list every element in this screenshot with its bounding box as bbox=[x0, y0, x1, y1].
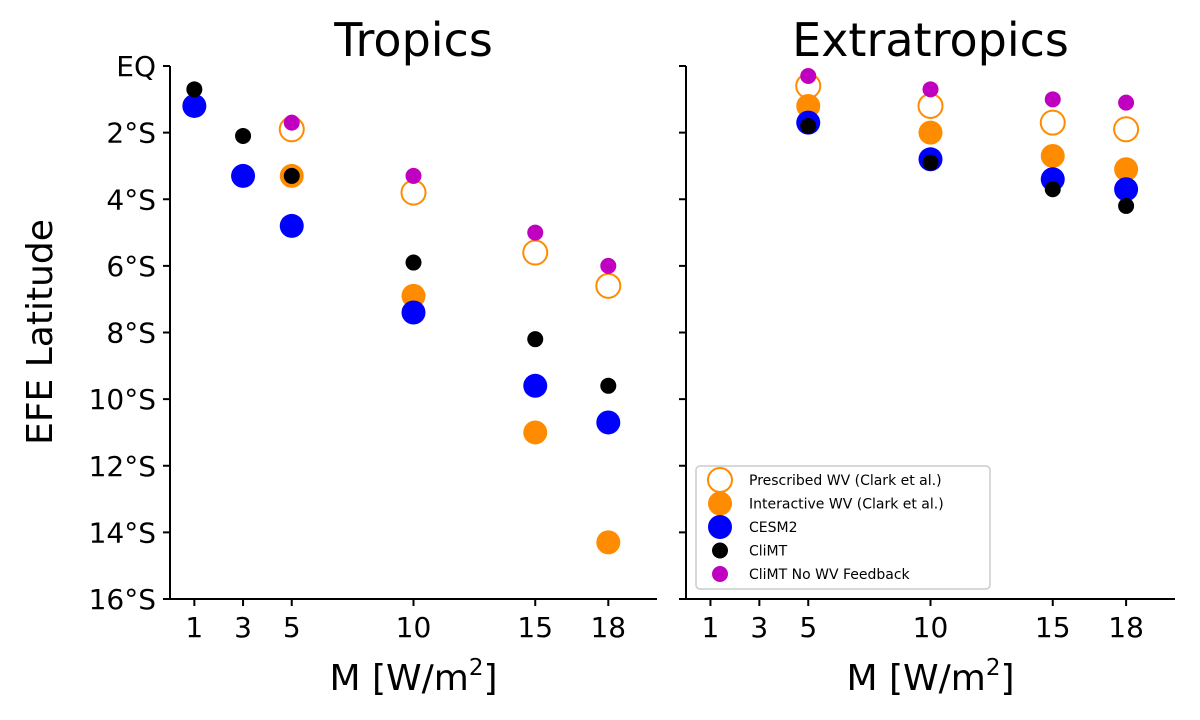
x-tick-label: 15 bbox=[517, 611, 553, 644]
legend-marker-prescribed bbox=[707, 467, 733, 493]
legend-label-interactive: Interactive WV (Clark et al.) bbox=[749, 497, 944, 513]
data-point-cesm2 bbox=[401, 300, 426, 325]
data-point-climt bbox=[1118, 197, 1135, 214]
legend-marker-interactive bbox=[708, 491, 732, 516]
data-point-climt_nowv bbox=[800, 67, 817, 84]
legend-marker-climt_nowv bbox=[712, 566, 728, 582]
x-tick-label: 5 bbox=[799, 611, 817, 644]
data-point-prescribed bbox=[595, 272, 622, 299]
x-tick-label: 1 bbox=[185, 611, 203, 644]
data-point-interactive bbox=[523, 420, 548, 445]
data-point-prescribed bbox=[1039, 109, 1066, 136]
data-point-interactive bbox=[796, 93, 821, 118]
data-point-climt_nowv bbox=[405, 167, 422, 184]
data-point-prescribed bbox=[917, 92, 944, 119]
x-tick-label: 15 bbox=[1035, 611, 1071, 644]
x-tick-label: 18 bbox=[590, 611, 626, 644]
data-point-cesm2 bbox=[231, 163, 256, 188]
data-point-interactive bbox=[596, 530, 621, 555]
x-tick-label: 10 bbox=[396, 611, 432, 644]
data-point-climt_nowv bbox=[527, 224, 544, 241]
x-tick-label: 3 bbox=[750, 611, 768, 644]
data-point-prescribed bbox=[400, 179, 427, 206]
x-tick-label: 3 bbox=[234, 611, 252, 644]
data-point-climt bbox=[527, 331, 544, 348]
data-point-cesm2 bbox=[1114, 177, 1139, 202]
data-point-climt bbox=[405, 254, 422, 271]
data-point-interactive bbox=[918, 120, 943, 145]
y-tick-label: EQ bbox=[116, 50, 156, 83]
y-tick-label: 12°S bbox=[89, 450, 156, 483]
y-tick-label: 16°S bbox=[89, 583, 156, 616]
x-axis-label: M [W/m2] bbox=[846, 655, 1014, 699]
data-point-climt bbox=[1044, 181, 1061, 198]
y-tick-label: 8°S bbox=[106, 317, 156, 350]
data-point-climt bbox=[922, 154, 939, 171]
data-point-climt bbox=[800, 117, 817, 134]
data-point-climt_nowv bbox=[922, 81, 939, 98]
data-point-climt_nowv bbox=[600, 257, 617, 274]
data-point-prescribed bbox=[1113, 116, 1140, 143]
data-point-interactive bbox=[1040, 143, 1065, 168]
legend-label-prescribed: Prescribed WV (Clark et al.) bbox=[749, 473, 942, 489]
x-tick-label: 1 bbox=[702, 611, 720, 644]
y-tick-label: 10°S bbox=[89, 383, 156, 416]
legend-label-climt: CliMT bbox=[749, 544, 788, 560]
data-point-cesm2 bbox=[279, 213, 304, 238]
data-point-climt bbox=[186, 81, 203, 98]
data-point-climt bbox=[283, 167, 300, 184]
y-tick-label: 14°S bbox=[89, 516, 156, 549]
chart-title: Extratropics bbox=[792, 13, 1069, 67]
legend-label-cesm2: CESM2 bbox=[749, 520, 798, 536]
chart-panel-2: Extratropics 1 3 5 10 15 18 M [W/m2] Prescribed … bbox=[679, 13, 1175, 699]
data-point-climt bbox=[600, 377, 617, 394]
x-tick-label: 18 bbox=[1108, 611, 1144, 644]
data-point-climt_nowv bbox=[1044, 91, 1061, 108]
chart-title: Tropics bbox=[333, 13, 493, 67]
data-point-cesm2 bbox=[523, 373, 548, 398]
data-point-cesm2 bbox=[182, 93, 207, 118]
x-tick-label: 10 bbox=[913, 611, 949, 644]
data-point-interactive bbox=[1114, 157, 1139, 182]
y-axis-label: EFE Latitude bbox=[20, 219, 61, 445]
data-point-climt bbox=[235, 127, 252, 144]
legend-label-climt_nowv: CliMT No WV Feedback bbox=[749, 567, 911, 583]
y-tick-label: 6°S bbox=[106, 250, 156, 283]
x-tick-label: 5 bbox=[283, 611, 301, 644]
data-point-cesm2 bbox=[596, 410, 621, 435]
y-tick-label: 2°S bbox=[106, 117, 156, 150]
legend-marker-climt bbox=[712, 542, 728, 559]
y-tick-label: 4°S bbox=[106, 183, 156, 216]
x-axis-label: M [W/m2] bbox=[329, 655, 497, 699]
legend-marker-cesm2 bbox=[708, 515, 732, 539]
data-point-interactive bbox=[401, 283, 426, 308]
legend-box bbox=[695, 465, 991, 590]
data-point-climt_nowv bbox=[283, 114, 300, 131]
chart-panel-1: Tropics EQ 2°S 4°S 6°S 8°S 10°S 12°S 14°S 16°S 1 3 5… bbox=[89, 13, 657, 699]
data-point-prescribed bbox=[522, 239, 549, 266]
data-point-climt_nowv bbox=[1118, 94, 1135, 111]
